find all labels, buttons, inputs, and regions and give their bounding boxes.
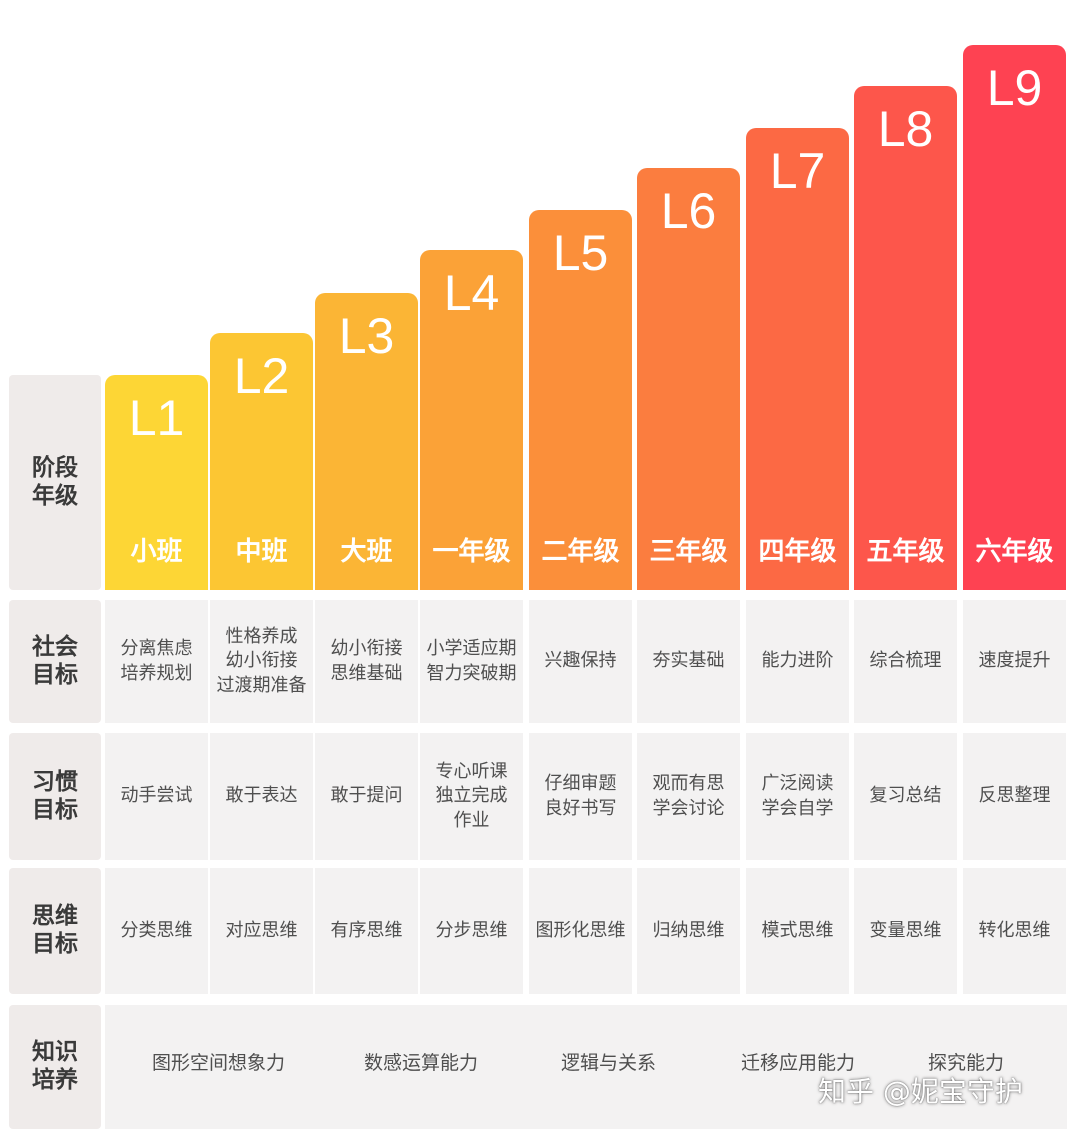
thinking-goal-cell: 转化思维 (963, 868, 1066, 994)
habit-goal-cell: 复习总结 (854, 733, 957, 860)
level-label: L6 (660, 183, 717, 239)
social-goal-cell: 兴趣保持 (529, 600, 632, 723)
grade-label: 二年级 (541, 537, 620, 567)
thinking-goal-cell: 对应思维 (210, 868, 313, 994)
grade-label: 四年级 (758, 537, 837, 567)
thinking-goal-cell: 分步思维 (420, 868, 523, 994)
knowledge-item: 数感运算能力 (364, 1052, 479, 1074)
thinking-goal-cell: 有序思维 (315, 868, 418, 994)
knowledge-item: 逻辑与关系 (561, 1052, 657, 1074)
habit-goal-cell: 观而有思 学会讨论 (637, 733, 740, 860)
thinking-goal-cell: 分类思维 (105, 868, 208, 994)
level-bar (315, 293, 418, 590)
level-label: L1 (128, 390, 185, 446)
level-bar (210, 333, 313, 590)
level-label: L3 (338, 308, 395, 364)
social-goal-cell: 能力进阶 (746, 600, 849, 723)
social-goal-cell: 速度提升 (963, 600, 1066, 723)
grade-label: 一年级 (432, 537, 511, 567)
habit-goal-cell: 专心听课 独立完成 作业 (420, 733, 523, 860)
level-label: L8 (877, 101, 934, 157)
habit-goal-label: 习惯 目标 (9, 733, 101, 860)
social-goal-cell: 幼小衔接 思维基础 (315, 600, 418, 723)
social-goal-label: 社会 目标 (9, 600, 101, 723)
level-bar (963, 45, 1066, 590)
habit-goal-cell: 敢于提问 (315, 733, 418, 860)
social-goal-cell: 小学适应期 智力突破期 (420, 600, 523, 723)
social-goal-cell: 分离焦虑 培养规划 (105, 600, 208, 723)
social-goal-cell: 夯实基础 (637, 600, 740, 723)
level-label: L4 (443, 265, 500, 321)
grade-label: 三年级 (649, 537, 728, 567)
level-bar (854, 86, 957, 590)
level-bar (420, 250, 523, 590)
social-goal-cell: 性格养成 幼小衔接 过渡期准备 (210, 600, 313, 723)
level-bar (105, 375, 208, 590)
habit-goal-cell: 广泛阅读 学会自学 (746, 733, 849, 860)
grade-label: 小班 (130, 537, 183, 567)
level-bar (529, 210, 632, 590)
knowledge-item: 探究能力 (928, 1052, 1005, 1074)
habit-goal-cell: 反思整理 (963, 733, 1066, 860)
level-label: L7 (769, 143, 826, 199)
grade-label: 大班 (340, 537, 393, 567)
habit-goal-cell: 仔细审题 良好书写 (529, 733, 632, 860)
level-bar (746, 128, 849, 590)
habit-goal-cell: 敢于表达 (210, 733, 313, 860)
knowledge-item: 迁移应用能力 (741, 1052, 856, 1074)
level-bar (637, 168, 740, 590)
thinking-goal-cell: 归纳思维 (637, 868, 740, 994)
knowledge-item: 图形空间想象力 (152, 1052, 286, 1074)
social-goal-cell: 综合梳理 (854, 600, 957, 723)
level-label: L9 (986, 60, 1043, 116)
thinking-goal-cell: 变量思维 (854, 868, 957, 994)
grade-label: 中班 (235, 537, 288, 567)
level-label: L2 (233, 348, 290, 404)
habit-goal-cell: 动手尝试 (105, 733, 208, 860)
thinking-goal-label: 思维 目标 (9, 868, 101, 994)
level-label: L5 (552, 225, 609, 281)
grade-label: 五年级 (866, 537, 945, 567)
watermark: 知乎 @妮宝守护 (818, 1075, 1023, 1108)
thinking-goal-cell: 图形化思维 (529, 868, 632, 994)
stage-grade-label: 阶段 年级 (9, 375, 101, 590)
thinking-goal-cell: 模式思维 (746, 868, 849, 994)
grade-label: 六年级 (975, 537, 1054, 567)
knowledge-label: 知识 培养 (9, 1005, 101, 1129)
knowledge-row (105, 1005, 1067, 1129)
